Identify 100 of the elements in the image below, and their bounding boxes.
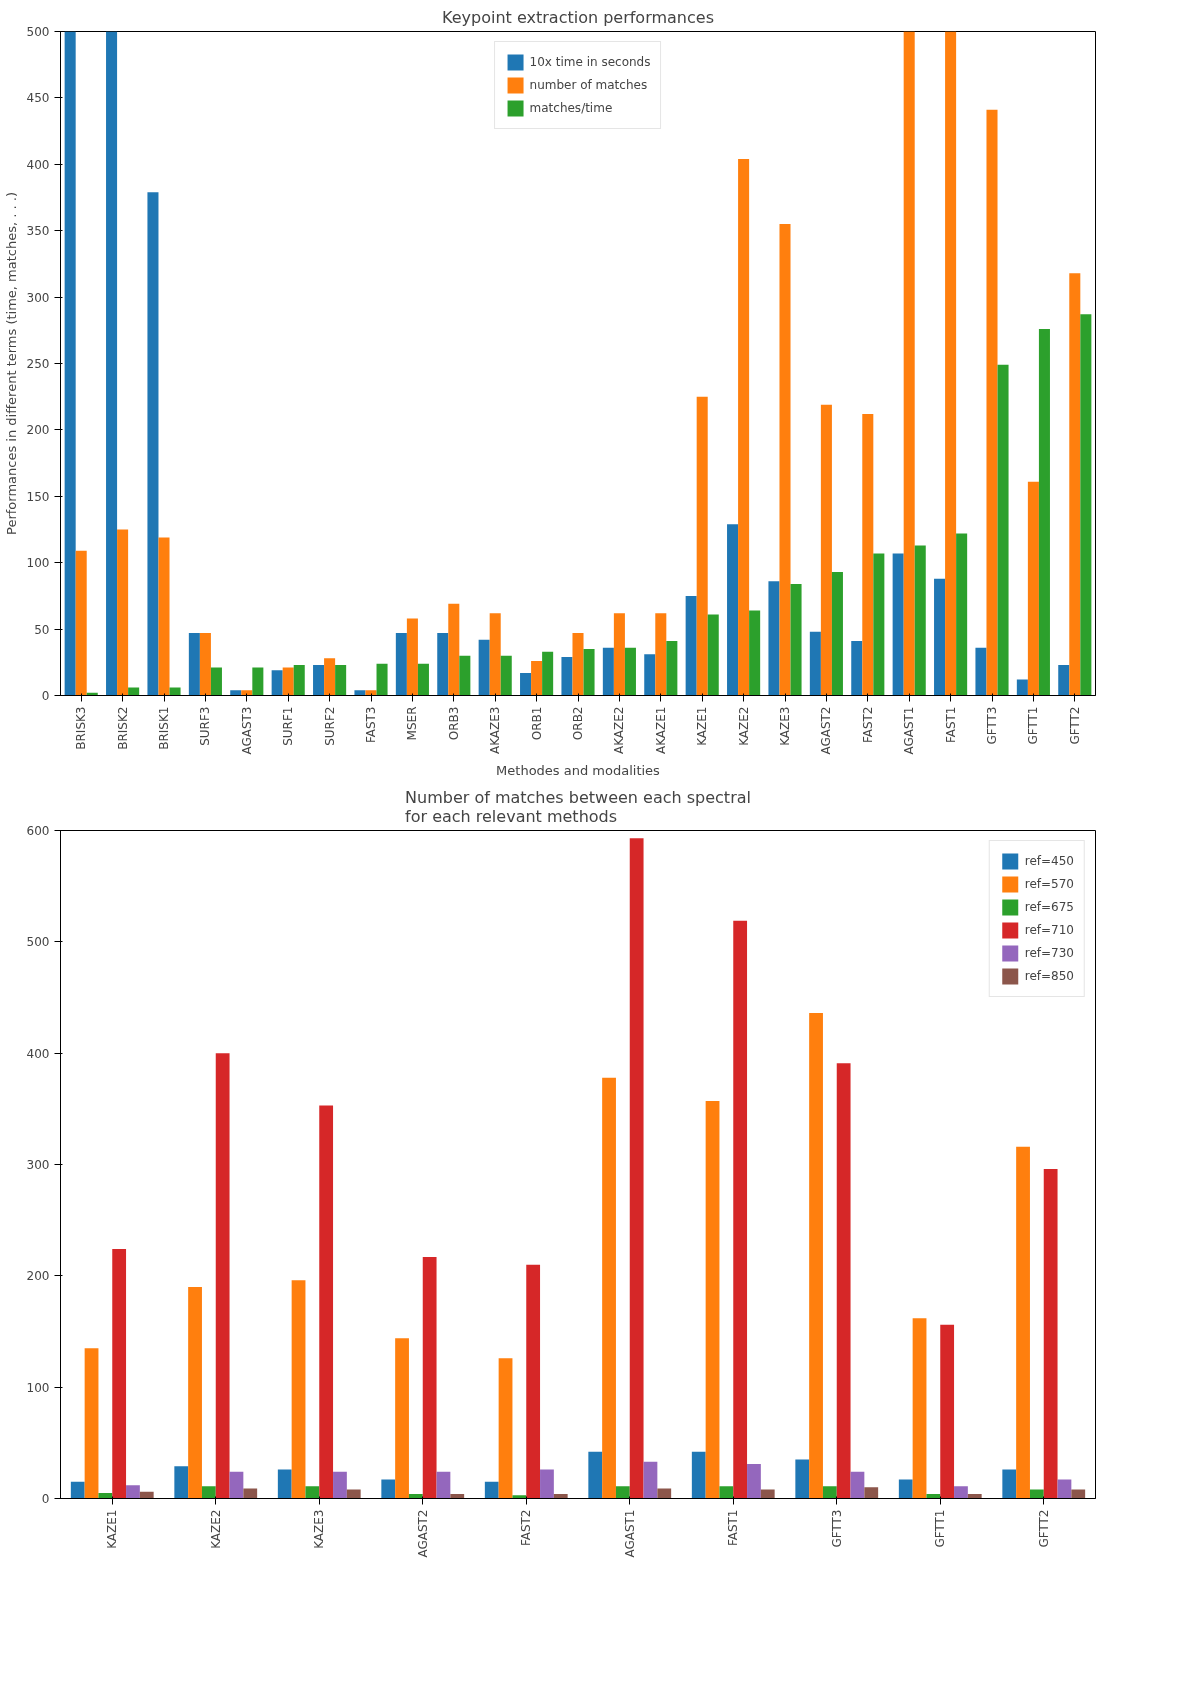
bar (75, 550, 87, 696)
bar (602, 647, 614, 696)
y-tick-label: 250 (26, 357, 50, 371)
bar (498, 1358, 513, 1499)
bar (335, 664, 347, 696)
x-tick-label: GFTT2 (1036, 1509, 1051, 1548)
bar (365, 690, 377, 696)
x-tick-label: AKAZE1 (653, 706, 668, 755)
bar (406, 618, 418, 696)
bar (252, 667, 264, 696)
bar (862, 413, 874, 696)
legend-label: ref=675 (1024, 900, 1074, 914)
y-tick-label: 200 (26, 423, 50, 438)
legend-label: ref=850 (1024, 969, 1074, 983)
bar (158, 537, 170, 696)
bar (277, 1469, 292, 1499)
bar (139, 1491, 154, 1499)
bar (422, 1256, 437, 1499)
y-tick-label: 300 (26, 290, 50, 305)
bar (291, 1280, 306, 1499)
bar (733, 920, 748, 1499)
y-tick-label: 100 (26, 556, 50, 571)
chart-title: Keypoint extraction performances (442, 7, 714, 27)
x-tick-label: SURF1 (281, 706, 296, 746)
bar (934, 578, 946, 696)
bar (84, 1348, 99, 1499)
bar (738, 158, 750, 696)
x-tick-label: KAZE1 (105, 1509, 120, 1549)
bar (553, 1494, 568, 1499)
x-tick-label: KAZE3 (778, 706, 792, 746)
bar (346, 1489, 361, 1499)
x-tick-label: FAST3 (364, 706, 378, 744)
bar (542, 651, 554, 696)
bar (696, 396, 708, 696)
bar (230, 690, 242, 696)
x-tick-label: GFTT3 (829, 1509, 844, 1548)
bar (64, 31, 76, 696)
bar (459, 655, 471, 696)
x-tick-label: FAST1 (726, 1509, 741, 1547)
bar (831, 572, 843, 696)
bar (271, 670, 283, 696)
bar (199, 633, 211, 696)
bar (408, 1494, 423, 1499)
x-tick-label: BRISK1 (157, 706, 171, 750)
x-tick-label: ORB3 (446, 706, 461, 741)
y-tick-label: 350 (26, 224, 50, 239)
bar (851, 641, 863, 696)
bar (512, 1495, 527, 1499)
x-tick-label: SURF3 (198, 706, 213, 746)
y-axis-title: Performances in different terms (time, matches, . . .) (3, 192, 19, 535)
bar (305, 1486, 320, 1499)
bar (417, 663, 429, 696)
x-tick-label: FAST2 (860, 706, 875, 744)
bar (188, 1286, 202, 1499)
bar (98, 1492, 113, 1499)
bar (126, 1485, 140, 1499)
bar (967, 1494, 982, 1499)
bar (1043, 1168, 1058, 1499)
bar (436, 1471, 451, 1499)
bar (147, 192, 159, 696)
bar (1071, 1489, 1086, 1499)
bar (201, 1486, 216, 1499)
y-tick-label: 400 (26, 157, 50, 172)
bar (450, 1494, 465, 1499)
y-tick-label: 300 (26, 1158, 50, 1172)
bar (685, 595, 697, 696)
x-tick-label: AGAST3 (239, 706, 254, 755)
bar (395, 1338, 409, 1499)
bar (526, 1264, 541, 1499)
bar (282, 667, 294, 696)
bar (997, 364, 1009, 696)
bar (903, 31, 915, 696)
bar (354, 690, 366, 696)
bar (1016, 679, 1028, 696)
bar (822, 1486, 837, 1499)
x-tick-label: BRISK3 (74, 706, 89, 750)
y-tick-label: 200 (26, 1269, 50, 1284)
bar (174, 1466, 189, 1499)
bar (956, 533, 968, 696)
x-tick-label: FAST1 (943, 706, 958, 744)
x-tick-label: MSER (405, 706, 420, 741)
x-tick-label: GFTT1 (933, 1509, 948, 1548)
bar (572, 633, 584, 696)
bar (188, 633, 200, 696)
bar (926, 1494, 941, 1499)
legend-label: 10x time in seconds (529, 55, 651, 69)
bar (243, 1488, 258, 1499)
bar (892, 553, 904, 696)
bar (561, 656, 573, 696)
bar (850, 1471, 865, 1499)
x-tick-label: KAZE1 (695, 706, 710, 746)
legend-label: ref=730 (1024, 946, 1074, 960)
bar (820, 404, 832, 696)
bar (1057, 1479, 1072, 1499)
x-tick-label: ORB1 (529, 706, 544, 741)
bar (489, 613, 501, 696)
bar (768, 581, 780, 696)
bar (215, 1053, 230, 1499)
bar (313, 664, 325, 696)
y-tick-label: 500 (26, 25, 50, 39)
